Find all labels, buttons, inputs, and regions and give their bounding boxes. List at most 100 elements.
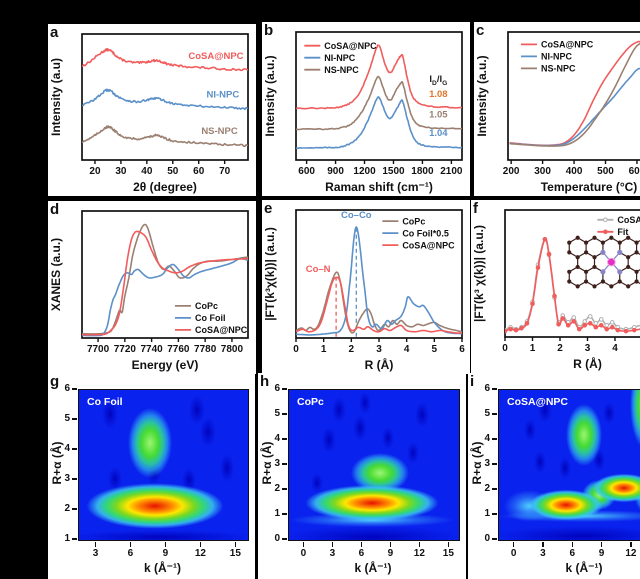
x-tick-label: 3 <box>83 548 107 559</box>
legend-label: CoSA@NPC <box>541 40 594 50</box>
c-atom <box>634 279 638 283</box>
series-marker <box>509 327 513 331</box>
x-tick <box>95 542 97 547</box>
y-axis-title: XANES (a.u.) <box>49 238 63 311</box>
n-atom <box>617 250 622 255</box>
c-atom <box>634 241 638 245</box>
y-tick <box>492 538 497 540</box>
x-tick-label: 900 <box>327 166 344 177</box>
legend-label: CoPc <box>402 216 425 226</box>
y-axis-title: Intensity (a.u) <box>49 58 63 136</box>
x-tick-label: 3 <box>320 548 344 559</box>
x-tick-label: 400 <box>566 166 583 177</box>
c-atom <box>592 236 596 240</box>
x-tick-label: 7700 <box>87 344 110 355</box>
y-tick <box>72 388 77 390</box>
x-tick-label: 6 <box>459 344 465 355</box>
c-atom <box>634 250 638 254</box>
y-tick <box>72 418 77 420</box>
c-atom <box>576 284 580 288</box>
x-tick-label: 2 <box>349 344 355 355</box>
x-tick-label: 300 <box>534 166 551 177</box>
series-marker <box>594 322 598 326</box>
c-atom <box>601 279 605 283</box>
c-atom <box>592 255 596 259</box>
c-atom <box>626 284 630 288</box>
x-tick-label: 7720 <box>114 344 137 355</box>
wavelet-cosanpc-chart: CoSA@NPC036912150123456k (Å⁻¹)R+α (Å) <box>468 373 640 579</box>
c-atom <box>584 241 588 245</box>
legend-label: Co Foil*0.5 <box>402 228 449 238</box>
x-tick-label: 0 <box>293 344 299 355</box>
y-tick <box>282 438 287 440</box>
x-tick-label: 0 <box>502 343 508 354</box>
temperature-chart: 200300400500600700Temperature (°C)Intens… <box>474 22 640 196</box>
series-marker <box>525 322 529 326</box>
c-atom <box>584 279 588 283</box>
y-tick <box>282 413 287 415</box>
co-atom <box>608 258 616 266</box>
x-tick <box>200 542 202 547</box>
x-tick-label: 7800 <box>221 344 244 355</box>
x-tick-label: 1200 <box>353 166 376 177</box>
c-atom <box>567 279 571 283</box>
n-atom <box>600 250 605 255</box>
legend-marker <box>604 230 608 234</box>
series-marker <box>599 318 603 322</box>
y-tick <box>282 513 287 515</box>
c-atom <box>618 279 622 283</box>
wavelet-heatmap: Co Foil <box>78 389 249 541</box>
x-tick <box>390 542 392 547</box>
x-tick-label: 12 <box>188 548 212 559</box>
series-marker <box>616 328 620 332</box>
series-marker <box>557 323 561 327</box>
x-tick <box>303 542 305 547</box>
n-atom <box>600 269 605 274</box>
x-tick-label: 4 <box>404 344 410 355</box>
y-tick <box>282 463 287 465</box>
c-atom <box>576 236 580 240</box>
legend-label: CoPc <box>195 301 218 311</box>
x-tick-label: 6 <box>560 548 584 559</box>
y-axis-title: |FT(k³χ(k))| (a.u.) <box>263 227 277 321</box>
x-tick-label: 3 <box>531 548 555 559</box>
x-tick <box>542 542 544 547</box>
x-tick-label: 7760 <box>167 344 190 355</box>
annotation: Co–N <box>306 264 331 275</box>
heatmap-sample-label: Co Foil <box>87 396 123 408</box>
x-tick-label: 2 <box>557 343 563 354</box>
x-tick-label: 2100 <box>440 166 463 177</box>
series-marker <box>503 329 507 333</box>
y-tick <box>72 448 77 450</box>
series-marker <box>605 327 609 331</box>
y-tick <box>492 488 497 490</box>
y-tick <box>492 463 497 465</box>
x-axis-title: Raman shift (cm⁻¹) <box>325 180 433 194</box>
x-tick <box>572 542 574 547</box>
heatmap-sample-label: CoPc <box>297 396 324 408</box>
legend-label: CoSA@NPC <box>195 325 248 335</box>
x-tick-label: 1 <box>530 343 536 354</box>
series-marker <box>599 323 603 327</box>
c-atom <box>576 255 580 259</box>
x-axis-title: k (Å⁻¹) <box>498 561 640 575</box>
series-marker <box>561 317 565 321</box>
legend-label: NS-NPC <box>541 64 576 74</box>
y-tick <box>492 438 497 440</box>
series-marker <box>605 323 609 327</box>
y-tick <box>282 488 287 490</box>
annotation: NI-NPC <box>207 90 240 101</box>
legend-marker <box>604 218 608 222</box>
